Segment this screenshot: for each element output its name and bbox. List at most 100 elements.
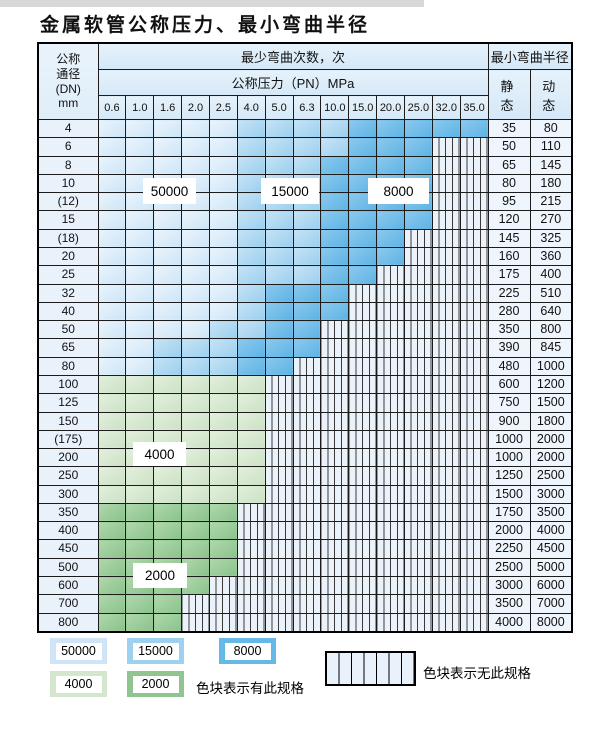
dn-cell: 250 [37, 466, 99, 486]
spec-cell [292, 155, 322, 175]
spec-cell [153, 521, 183, 541]
dynamic-value: 2000 [529, 448, 573, 468]
pressure-tick: 32.0 [431, 95, 461, 120]
no-spec-cell [264, 466, 294, 486]
no-spec-cell [403, 228, 433, 248]
no-spec-swatch [325, 651, 416, 686]
no-spec-cell [459, 411, 489, 431]
no-spec-cell [348, 429, 378, 450]
spec-cell [125, 356, 155, 376]
spec-cell [320, 192, 350, 212]
static-value: 1250 [487, 466, 531, 486]
spec-cell [153, 246, 183, 267]
no-spec-cell [292, 557, 322, 578]
dn-cell: 20 [37, 246, 99, 267]
no-spec-cell [431, 576, 461, 596]
spec-cell [208, 429, 238, 450]
no-spec-cell [431, 374, 461, 395]
spec-cell [236, 393, 266, 413]
spec-cell [125, 612, 155, 633]
no-spec-cell [376, 338, 405, 358]
no-spec-cell [403, 320, 433, 340]
no-spec-cell [376, 484, 405, 504]
no-spec-cell [264, 557, 294, 578]
no-spec-cell [431, 594, 461, 614]
spec-cell [125, 521, 155, 541]
hose-spec-table: 公称 通径 (DN) mm 最少弯曲次数，次 最小弯曲半径 公称压力（PN）MP… [37, 42, 574, 633]
spec-cell [208, 484, 238, 504]
cycle-count-label: 15000 [261, 178, 319, 204]
spec-cell [97, 484, 127, 504]
no-spec-cell [236, 521, 266, 541]
spec-cell [208, 374, 238, 395]
spec-cell [292, 228, 322, 248]
no-spec-cell [348, 301, 378, 322]
static-value: 145 [487, 228, 531, 248]
no-spec-cell [459, 576, 489, 596]
no-spec-cell [403, 356, 433, 376]
spec-cell [292, 301, 322, 322]
no-spec-cell [236, 612, 266, 633]
spec-cell [320, 155, 350, 175]
spec-cell [153, 137, 183, 157]
spec-cell [236, 448, 266, 468]
spec-cell [97, 612, 127, 633]
dn-cell: 4 [37, 118, 99, 139]
table-row: (18) 145 325 [37, 228, 573, 248]
dn-cell: (175) [37, 429, 99, 450]
spec-cell [125, 393, 155, 413]
no-spec-cell [459, 557, 489, 578]
spec-cell [153, 228, 183, 248]
table-row: 20 160 360 [37, 246, 573, 267]
no-spec-cell [181, 594, 210, 614]
dynamic-column-header: 动 态 [529, 69, 573, 120]
spec-cell [125, 502, 155, 523]
dn-cell: 600 [37, 576, 99, 596]
table-row: 40 280 640 [37, 301, 573, 322]
spec-cell [320, 173, 350, 194]
dn-cell: 700 [37, 594, 99, 614]
no-spec-cell [459, 228, 489, 248]
legend-swatch: 2000 [127, 671, 184, 697]
spec-cell [181, 210, 210, 230]
spec-cell [208, 502, 238, 523]
spec-cell [403, 137, 433, 157]
spec-cell [320, 265, 350, 285]
table-row: 600 3000 6000 [37, 576, 573, 596]
table-row: 8 65 145 [37, 155, 573, 175]
pressure-values-row: 0.6 1.0 1.6 2.0 2.5 4.0 5.0 6.3 10.0 15.0 20.0 25.0… [38, 95, 572, 120]
spec-cell [97, 173, 127, 194]
no-spec-cell [459, 192, 489, 212]
spec-cell [348, 137, 378, 157]
dynamic-value: 360 [529, 246, 573, 267]
no-spec-cell [376, 301, 405, 322]
dynamic-value: 640 [529, 301, 573, 322]
spec-cell [292, 137, 322, 157]
pressure-tick: 2.5 [208, 95, 238, 120]
spec-cell [208, 356, 238, 376]
no-spec-cell [264, 594, 294, 614]
spec-cell [181, 155, 210, 175]
spec-cell [348, 210, 378, 230]
no-spec-cell [348, 557, 378, 578]
no-spec-cell [264, 484, 294, 504]
spec-cell [208, 228, 238, 248]
table-row: 6 50 110 [37, 137, 573, 157]
no-spec-cell [376, 283, 405, 303]
spec-cell [236, 374, 266, 395]
no-spec-cell [348, 411, 378, 431]
dn-cell: 8 [37, 155, 99, 175]
no-spec-cell [431, 466, 461, 486]
spec-cell [403, 155, 433, 175]
spec-cell [97, 539, 127, 559]
spec-cell [264, 338, 294, 358]
spec-cell [153, 612, 183, 633]
legend-swatch: 15000 [127, 638, 184, 664]
no-spec-cell [431, 502, 461, 523]
no-spec-cell [348, 484, 378, 504]
no-spec-cell [181, 612, 210, 633]
no-spec-cell [431, 246, 461, 267]
no-spec-cell [376, 429, 405, 450]
no-spec-cell [431, 155, 461, 175]
spec-cell [125, 155, 155, 175]
